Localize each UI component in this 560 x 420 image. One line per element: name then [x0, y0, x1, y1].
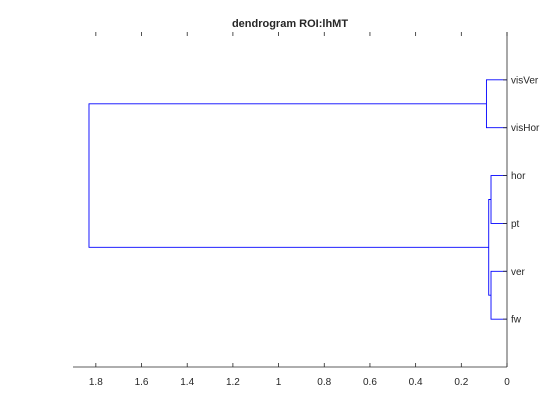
x-tick-label: 0.8	[317, 377, 331, 388]
x-tick-label: 1	[276, 377, 282, 388]
chart-title: dendrogram ROI:lhMT	[232, 18, 348, 30]
dendrogram-link-c5	[88, 103, 489, 248]
leaf-label-pt: pt	[511, 219, 520, 230]
x-ticks: 1.8 1.6 1.4 1.2 1 0.8 0.6 0.4 0.2 0	[89, 32, 510, 388]
x-tick-label: 1.2	[226, 377, 240, 388]
leaf-label-visVer: visVer	[511, 75, 539, 86]
x-tick-label: 0	[504, 377, 510, 388]
leaf-label-fw: fw	[511, 315, 522, 326]
dendrogram-links	[88, 79, 507, 320]
x-tick-label: 0.4	[409, 377, 423, 388]
leaf-label-ver: ver	[511, 267, 526, 278]
x-tick-label: 0.2	[454, 377, 468, 388]
axes	[73, 32, 508, 368]
dendrogram-link-c2	[490, 270, 507, 320]
leaf-label-hor: hor	[511, 171, 526, 182]
leaf-labels: visVer visHor hor pt ver fw	[503, 75, 540, 326]
leaf-label-visHor: visHor	[511, 123, 540, 134]
dendrogram-link-c1	[490, 175, 507, 224]
x-tick-label: 0.6	[363, 377, 377, 388]
x-tick-label: 1.6	[135, 377, 149, 388]
x-tick-label: 1.8	[89, 377, 103, 388]
x-tick-label: 1.4	[180, 377, 194, 388]
